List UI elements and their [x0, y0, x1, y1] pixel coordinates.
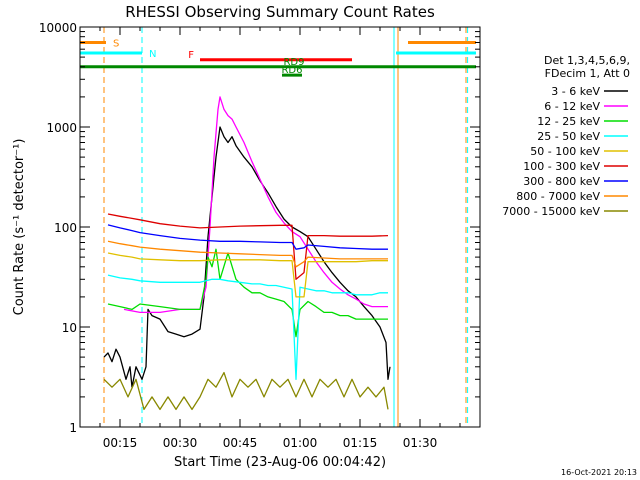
series-line-3 — [107, 274, 388, 380]
x-axis-label: Start Time (23-Aug-06 00:04:42) — [174, 455, 386, 470]
y-tick-label: 10 — [62, 321, 77, 335]
legend: Det 1,3,4,5,6,9,FDecim 1, Att 0 3 - 6 keV… — [502, 54, 630, 218]
legend-label: 800 - 7000 keV — [516, 190, 600, 203]
flag-label-f: F — [188, 50, 194, 61]
flag-label-rd6: RD6 — [281, 65, 302, 76]
series-line-8 — [103, 371, 389, 411]
x-tick-label: 01:30 — [403, 436, 438, 450]
x-tick-label: 00:15 — [103, 436, 138, 450]
x-tick-label: 00:30 — [163, 436, 198, 450]
flag-label-rd9: RD9 — [283, 57, 304, 68]
timestamp: 16-Oct-2021 20:13 — [561, 468, 637, 477]
legend-header-line: Det 1,3,4,5,6,9, — [544, 54, 630, 67]
legend-label: 3 - 6 keV — [551, 85, 600, 98]
x-tick-label: 01:15 — [343, 436, 378, 450]
legend-header-line: FDecim 1, Att 0 — [545, 67, 630, 80]
series-line-0 — [103, 126, 391, 388]
legend-label: 300 - 800 keV — [523, 175, 600, 188]
y-tick-label: 100 — [54, 221, 77, 235]
legend-label: 6 - 12 keV — [544, 100, 600, 113]
x-tick-label: 01:00 — [283, 436, 318, 450]
series-line-2 — [107, 248, 388, 338]
series-line-4 — [107, 252, 388, 298]
y-tick-label: 1 — [69, 421, 77, 435]
axes: 00:15 00:30 00:45 01:00 01:15 01:30 1 10 100 1000… — [39, 21, 480, 450]
series-line-7 — [107, 240, 388, 268]
legend-label: 12 - 25 keV — [537, 115, 600, 128]
legend-label: 50 - 100 keV — [530, 145, 600, 158]
flag-label-n: N — [149, 49, 156, 60]
legend-label: 100 - 300 keV — [523, 160, 600, 173]
series-line-5 — [107, 213, 389, 280]
y-axis-label: Count Rate (s⁻¹ detector⁻¹) — [12, 139, 27, 316]
series-line-6 — [107, 224, 388, 250]
plot-frame — [79, 26, 481, 428]
y-tick-label: 10000 — [39, 21, 77, 35]
flag-label-s: S — [113, 38, 119, 49]
chart-title: RHESSI Observing Summary Count Rates — [125, 3, 435, 21]
y-tick-label: 1000 — [46, 121, 77, 135]
x-tick-label: 00:45 — [223, 436, 258, 450]
series-line-1 — [123, 96, 388, 314]
legend-label: 25 - 50 keV — [537, 130, 600, 143]
legend-label: 7000 - 15000 keV — [502, 205, 600, 218]
